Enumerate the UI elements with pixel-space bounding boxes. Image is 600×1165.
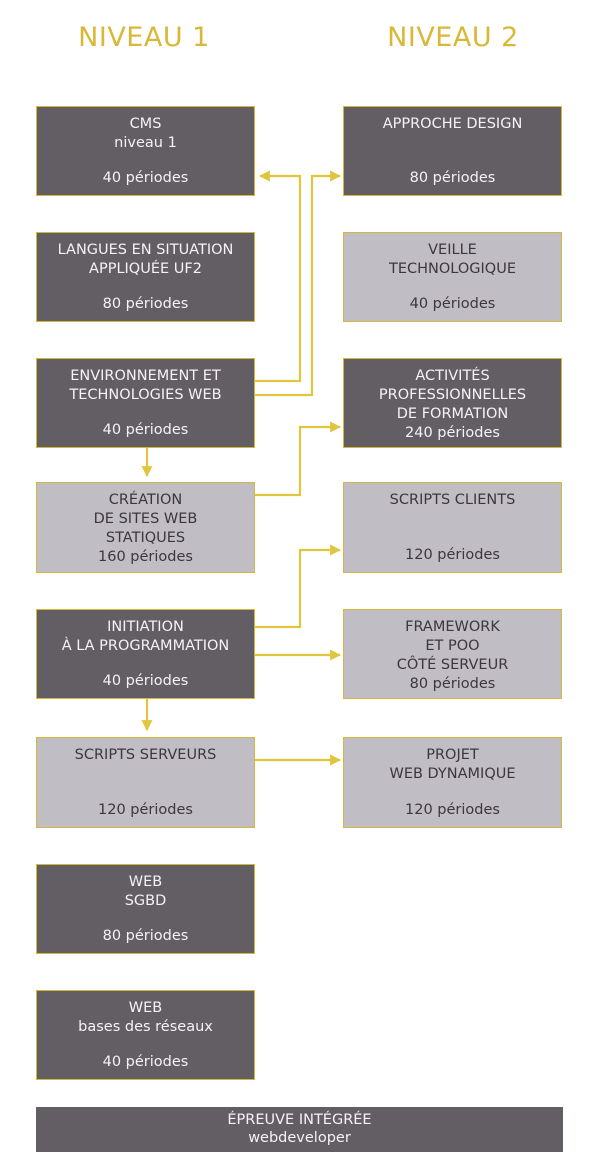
course-approche-design: APPROCHE DESIGN 80 périodes — [343, 106, 562, 196]
course-activites-pro: ACTIVITÉS PROFESSIONNELLES DE FORMATION … — [343, 358, 562, 448]
course-title: WEB bases des réseaux — [78, 1000, 213, 1035]
arrow-env-to-cms — [255, 170, 302, 383]
footer-subtitle: webdeveloper — [248, 1130, 351, 1146]
course-scripts-clients: SCRIPTS CLIENTS 120 périodes — [343, 482, 562, 573]
course-framework-poo: FRAMEWORK ET POO CÔTÉ SERVEUR 80 période… — [343, 609, 562, 699]
course-periods: 120 périodes — [405, 802, 500, 818]
arrow-env-to-design — [255, 170, 342, 397]
course-periods: 160 périodes — [98, 549, 193, 565]
course-title: ACTIVITÉS PROFESSIONNELLES DE FORMATION — [378, 368, 527, 422]
course-environnement: ENVIRONNEMENT ET TECHNOLOGIES WEB 40 pér… — [36, 358, 255, 448]
arrow-init-to-scripts-clients — [255, 544, 342, 629]
arrow-creation-to-activites — [255, 421, 342, 497]
course-cms: CMS niveau 1 40 périodes — [36, 106, 255, 196]
course-title: SCRIPTS CLIENTS — [389, 492, 516, 508]
course-title: WEB SGBD — [124, 874, 167, 909]
course-periods: 40 périodes — [102, 673, 189, 689]
course-periods: 120 périodes — [405, 547, 500, 563]
epreuve-integree-banner: ÉPREUVE INTÉGRÉE webdeveloper — [36, 1107, 563, 1152]
course-title: ENVIRONNEMENT ET TECHNOLOGIES WEB — [69, 368, 222, 403]
course-periods: 40 périodes — [102, 170, 189, 186]
course-title: APPROCHE DESIGN — [382, 116, 523, 132]
course-title: LANGUES EN SITUATION APPLIQUÉE UF2 — [57, 242, 234, 277]
course-title: FRAMEWORK ET POO CÔTÉ SERVEUR — [396, 619, 509, 673]
level1-header: NIVEAU 1 — [78, 22, 210, 53]
course-periods: 80 périodes — [409, 170, 496, 186]
course-periods: 40 périodes — [409, 296, 496, 312]
course-periods: 40 périodes — [102, 1054, 189, 1070]
course-web-sgbd: WEB SGBD 80 périodes — [36, 864, 255, 954]
course-title: PROJET WEB DYNAMIQUE — [389, 747, 516, 782]
course-web-reseaux: WEB bases des réseaux 40 périodes — [36, 990, 255, 1080]
course-creation-sites: CRÉATION DE SITES WEB STATIQUES 160 péri… — [36, 482, 255, 573]
course-projet-web-dynamique: PROJET WEB DYNAMIQUE 120 périodes — [343, 737, 562, 828]
course-title: VEILLE TECHNOLOGIQUE — [389, 242, 516, 277]
course-langues: LANGUES EN SITUATION APPLIQUÉE UF2 80 pé… — [36, 232, 255, 322]
course-initiation-programmation: INITIATION À LA PROGRAMMATION 40 période… — [36, 609, 255, 699]
course-periods: 80 périodes — [102, 928, 189, 944]
course-scripts-serveurs: SCRIPTS SERVEURS 120 périodes — [36, 737, 255, 828]
course-periods: 240 périodes — [405, 425, 500, 441]
course-periods: 80 périodes — [409, 676, 496, 692]
course-periods: 120 périodes — [98, 802, 193, 818]
course-periods: 80 périodes — [102, 296, 189, 312]
course-title: SCRIPTS SERVEURS — [74, 747, 217, 763]
course-title: CMS niveau 1 — [114, 116, 177, 151]
course-veille-technologique: VEILLE TECHNOLOGIQUE 40 périodes — [343, 232, 562, 322]
course-title: CRÉATION DE SITES WEB STATIQUES — [93, 492, 198, 546]
level2-header: NIVEAU 2 — [387, 22, 519, 53]
course-title: INITIATION À LA PROGRAMMATION — [61, 619, 230, 654]
course-periods: 40 périodes — [102, 422, 189, 438]
footer-title: ÉPREUVE INTÉGRÉE — [227, 1112, 372, 1128]
